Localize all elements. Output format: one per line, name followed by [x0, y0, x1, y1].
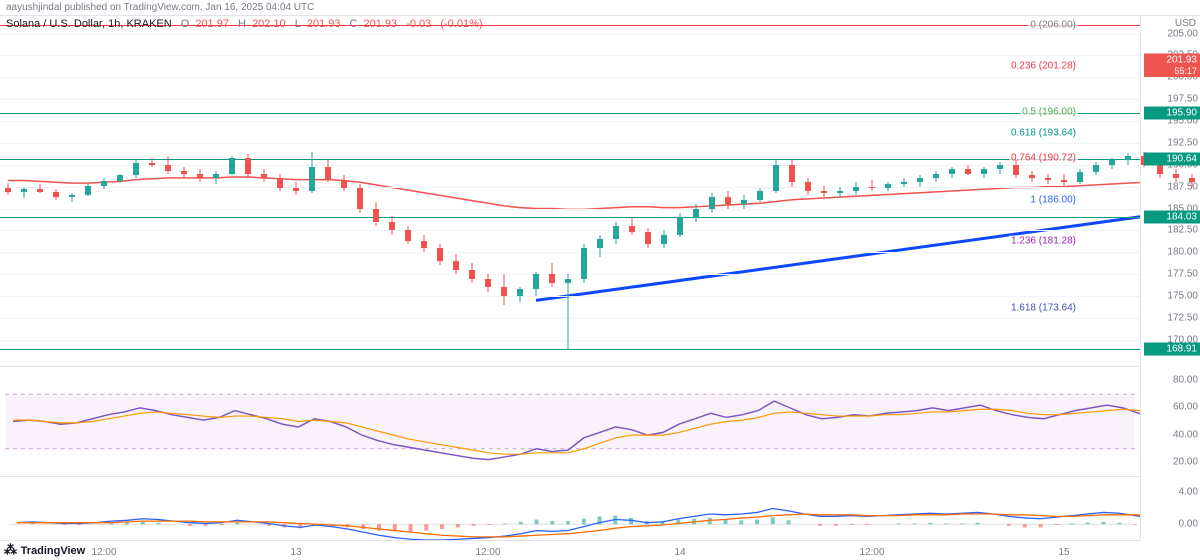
x-axis[interactable]: 12:001312:001412:001512:001612:001712:00…: [0, 540, 1140, 560]
brand-footer: ⁂ TradingView: [4, 542, 85, 558]
ohlc-close: 201.93: [364, 18, 398, 30]
ohlc-high: 202.10: [252, 18, 286, 30]
price-change-pct: (-0.01%): [440, 18, 482, 30]
symbol-title[interactable]: Solana / U.S. Dollar, 1h, KRAKEN: [6, 18, 172, 30]
ohlc-low: 201.93: [307, 18, 341, 30]
price-overlay: [0, 16, 1140, 366]
plot-area[interactable]: 0 (206.00)0.236 (201.28)0.5 (196.00)0.61…: [0, 16, 1140, 540]
macd-panel[interactable]: [0, 476, 1140, 540]
macd-overlay: [0, 477, 1140, 540]
ohlc-open: 201.97: [195, 18, 229, 30]
chart-container: aayushjindal published on TradingView.co…: [0, 0, 1200, 560]
rsi-panel[interactable]: [0, 366, 1140, 476]
rsi-overlay: [0, 367, 1140, 476]
price-change: -0.03: [406, 18, 431, 30]
y-axis[interactable]: USD 170.00172.50175.00177.50180.00182.50…: [1140, 16, 1200, 540]
symbol-ohlc-row: Solana / U.S. Dollar, 1h, KRAKEN O201.97…: [6, 18, 489, 30]
price-panel[interactable]: 0 (206.00)0.236 (201.28)0.5 (196.00)0.61…: [0, 16, 1140, 366]
publish-note: aayushjindal published on TradingView.co…: [0, 0, 1200, 16]
